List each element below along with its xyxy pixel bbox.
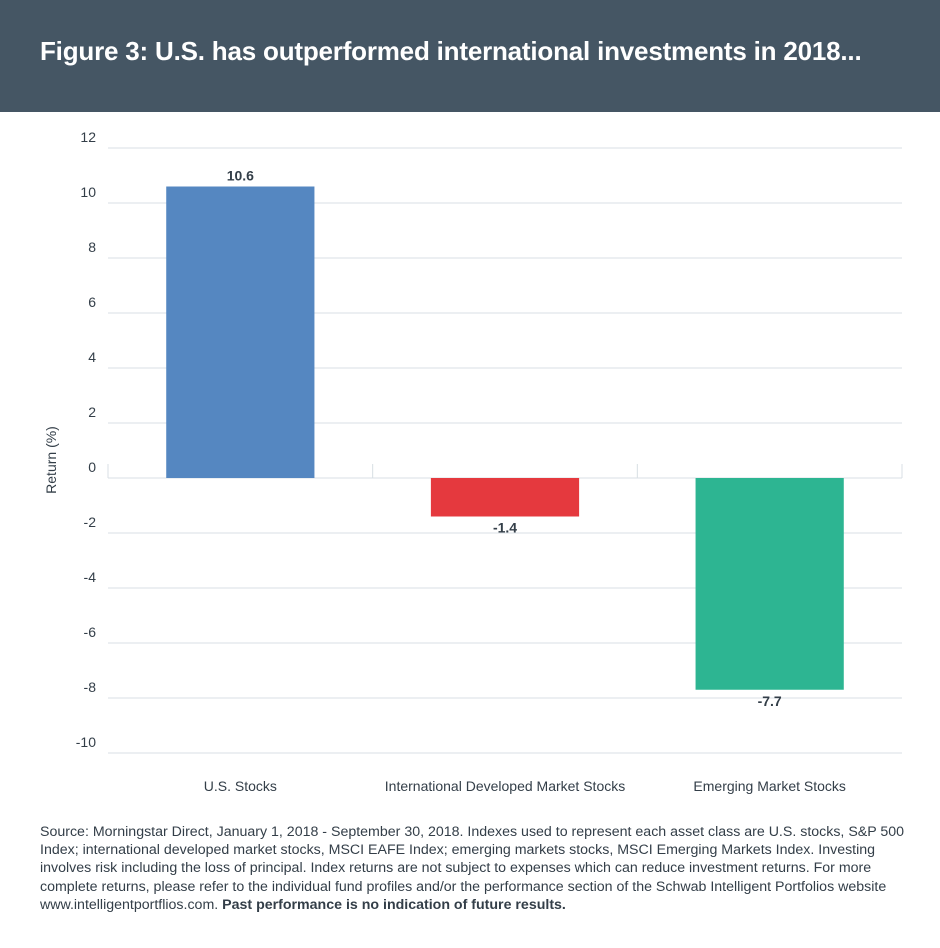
y-tick-label: 2 [88, 404, 96, 420]
y-tick-label: -4 [84, 569, 97, 585]
y-tick-label: 0 [88, 459, 96, 475]
y-tick-label: -6 [84, 624, 97, 640]
source-text: Source: Morningstar Direct, January 1, 2… [40, 824, 905, 913]
y-tick-label: -2 [84, 514, 97, 530]
bar [695, 478, 844, 690]
bars [166, 186, 844, 690]
disclaimer-text: Past performance is no indication of fut… [222, 896, 566, 913]
x-tick-label: Emerging Market Stocks [693, 778, 846, 794]
y-axis-label: Return (%) [43, 426, 59, 494]
bar [430, 478, 580, 517]
y-tick-label: 8 [88, 239, 96, 255]
x-tick-label: U.S. Stocks [204, 778, 277, 794]
data-label: -1.4 [493, 520, 517, 536]
y-tick-label: 6 [88, 294, 96, 310]
source-footnote: Source: Morningstar Direct, January 1, 2… [40, 823, 910, 914]
y-tick-label: -10 [76, 734, 96, 750]
labels: 12 10 8 6 4 2 0 -2 -4 -6 -8 -10 10.6 U.S. Stocks -1.4 I… [76, 129, 846, 794]
chart-title: Figure 3: U.S. has outperformed internat… [40, 36, 862, 66]
title-banner: Figure 3: U.S. has outperformed internat… [0, 0, 940, 112]
data-label: -7.7 [758, 693, 782, 709]
data-label: 10.6 [227, 168, 254, 184]
bar [166, 186, 315, 478]
y-tick-label: 12 [80, 129, 96, 145]
y-tick-label: 4 [88, 349, 96, 365]
y-tick-label: 10 [80, 184, 96, 200]
y-tick-label: -8 [84, 679, 97, 695]
x-tick-label: International Developed Market Stocks [385, 778, 625, 794]
bar-chart: 12 10 8 6 4 2 0 -2 -4 -6 -8 -10 10.6 U.S. Stocks -1.4 I… [43, 129, 903, 794]
